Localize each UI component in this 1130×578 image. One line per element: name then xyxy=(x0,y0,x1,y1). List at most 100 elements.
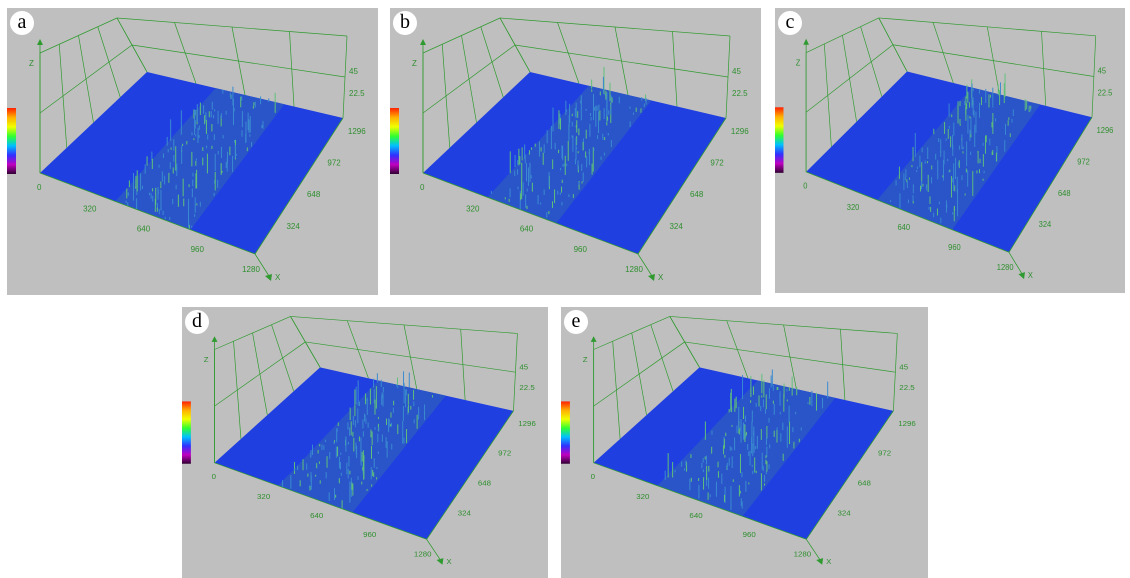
tick-label: 648 xyxy=(858,479,871,488)
z-arrow xyxy=(212,336,218,342)
z-arrow xyxy=(803,39,809,45)
tick-label: 960 xyxy=(574,245,588,254)
wireframe xyxy=(670,316,898,333)
tick-label: 45 xyxy=(519,362,528,371)
color-bar xyxy=(390,108,399,174)
tick-label: 22.5 xyxy=(519,383,534,392)
tick-label: Z xyxy=(204,355,209,364)
tick-label: 320 xyxy=(257,492,270,501)
tick-label: 640 xyxy=(520,225,534,234)
tick-label: Z xyxy=(29,59,34,68)
tick-label: 0 xyxy=(803,182,807,191)
tick-label: 1280 xyxy=(414,549,432,558)
wireframe xyxy=(40,18,117,53)
wireframe xyxy=(305,342,515,372)
tick-label: 0 xyxy=(212,472,216,481)
color-bar xyxy=(775,107,783,173)
x-arrow xyxy=(816,558,823,565)
wireframe xyxy=(132,45,345,77)
wireframe xyxy=(806,18,879,53)
tick-label: 960 xyxy=(191,245,205,254)
tick-label: 1280 xyxy=(242,265,260,274)
x-arrow xyxy=(648,274,655,281)
x-arrow xyxy=(437,558,444,565)
tick-label: X xyxy=(446,557,451,566)
tick-label: 324 xyxy=(837,509,851,518)
tick-label: 960 xyxy=(743,530,756,539)
tick-label: 648 xyxy=(478,479,491,488)
tick-label: 320 xyxy=(636,492,649,501)
tick-label: 45 xyxy=(1098,66,1106,75)
tick-label: X xyxy=(275,273,281,282)
tick-label: 0 xyxy=(591,472,595,481)
z-arrow xyxy=(591,336,597,342)
surface-plot: Z0X4522.512969726483243206409601280 xyxy=(7,8,378,295)
color-bar xyxy=(182,401,191,463)
surface-plot: Z 0 X 45 22.5 1296 972 648 324 320 640 960 1280 xyxy=(390,8,761,295)
wireframe xyxy=(594,316,670,349)
tick-label: 1280 xyxy=(794,549,812,558)
tick-label: 324 xyxy=(1039,220,1052,229)
wireframe xyxy=(515,45,728,77)
wireframe xyxy=(215,316,291,349)
tick-label: 640 xyxy=(310,511,323,520)
tick-label: 648 xyxy=(690,190,704,199)
tick-label: 1280 xyxy=(625,265,643,274)
tick-label: Z xyxy=(796,58,801,67)
tick-label: 320 xyxy=(847,203,860,212)
surface-plot: Z0X4522.512969726483243206409601280 xyxy=(775,8,1125,293)
panel-label: d xyxy=(185,310,209,334)
tick-label: 1296 xyxy=(518,419,536,428)
tick-label: Z xyxy=(583,355,588,364)
tick-label: 972 xyxy=(878,449,891,458)
wireframe xyxy=(291,316,518,333)
tick-label: 324 xyxy=(458,509,472,518)
wireframe xyxy=(685,342,896,372)
tick-label: 960 xyxy=(363,530,376,539)
panel-label: b xyxy=(393,11,417,35)
z-arrow xyxy=(420,39,426,45)
z-arrow xyxy=(37,39,43,45)
tick-label: 0 xyxy=(37,183,42,192)
wireframe xyxy=(893,45,1094,77)
tick-label: 45 xyxy=(899,362,908,371)
tick-label: 972 xyxy=(710,159,724,168)
tick-label: 648 xyxy=(307,190,321,199)
tick-label: 640 xyxy=(137,225,151,234)
tick-label: 22.5 xyxy=(1098,88,1113,97)
tick-label: Z xyxy=(412,59,417,68)
tick-label: 0 xyxy=(420,183,425,192)
tick-label: 324 xyxy=(669,222,683,231)
tick-label: 320 xyxy=(466,204,480,213)
tick-label: X xyxy=(658,273,664,282)
x-arrow xyxy=(265,274,272,281)
tick-label: 972 xyxy=(1077,157,1090,166)
tick-label: 45 xyxy=(732,67,741,76)
wireframe xyxy=(117,18,347,36)
tick-label: 640 xyxy=(897,223,910,232)
tick-label: 960 xyxy=(948,243,961,252)
tick-label: 972 xyxy=(327,159,341,168)
tick-label: 972 xyxy=(498,449,511,458)
tick-label: 1296 xyxy=(731,127,749,136)
tick-label: 45 xyxy=(349,67,358,76)
wireframe xyxy=(879,18,1096,36)
tick-label: 1296 xyxy=(898,419,916,428)
figure: Z0X4522.512969726483243206409601280a Z0X… xyxy=(0,0,1130,578)
tick-label: 1296 xyxy=(1097,126,1114,135)
tick-label: 22.5 xyxy=(349,89,365,98)
color-bar xyxy=(7,108,16,174)
tick-label: X xyxy=(1028,271,1033,280)
tick-label: 22.5 xyxy=(899,383,914,392)
tick-label: 22.5 xyxy=(732,89,748,98)
color-bar xyxy=(561,401,570,463)
x-arrow xyxy=(1018,272,1025,279)
tick-label: 648 xyxy=(1058,189,1071,198)
panel: Z 0 X 45 22.5 1296 972 648 324 320 640 960 1280 b xyxy=(390,8,761,295)
tick-label: 640 xyxy=(689,511,702,520)
wireframe xyxy=(423,18,500,53)
